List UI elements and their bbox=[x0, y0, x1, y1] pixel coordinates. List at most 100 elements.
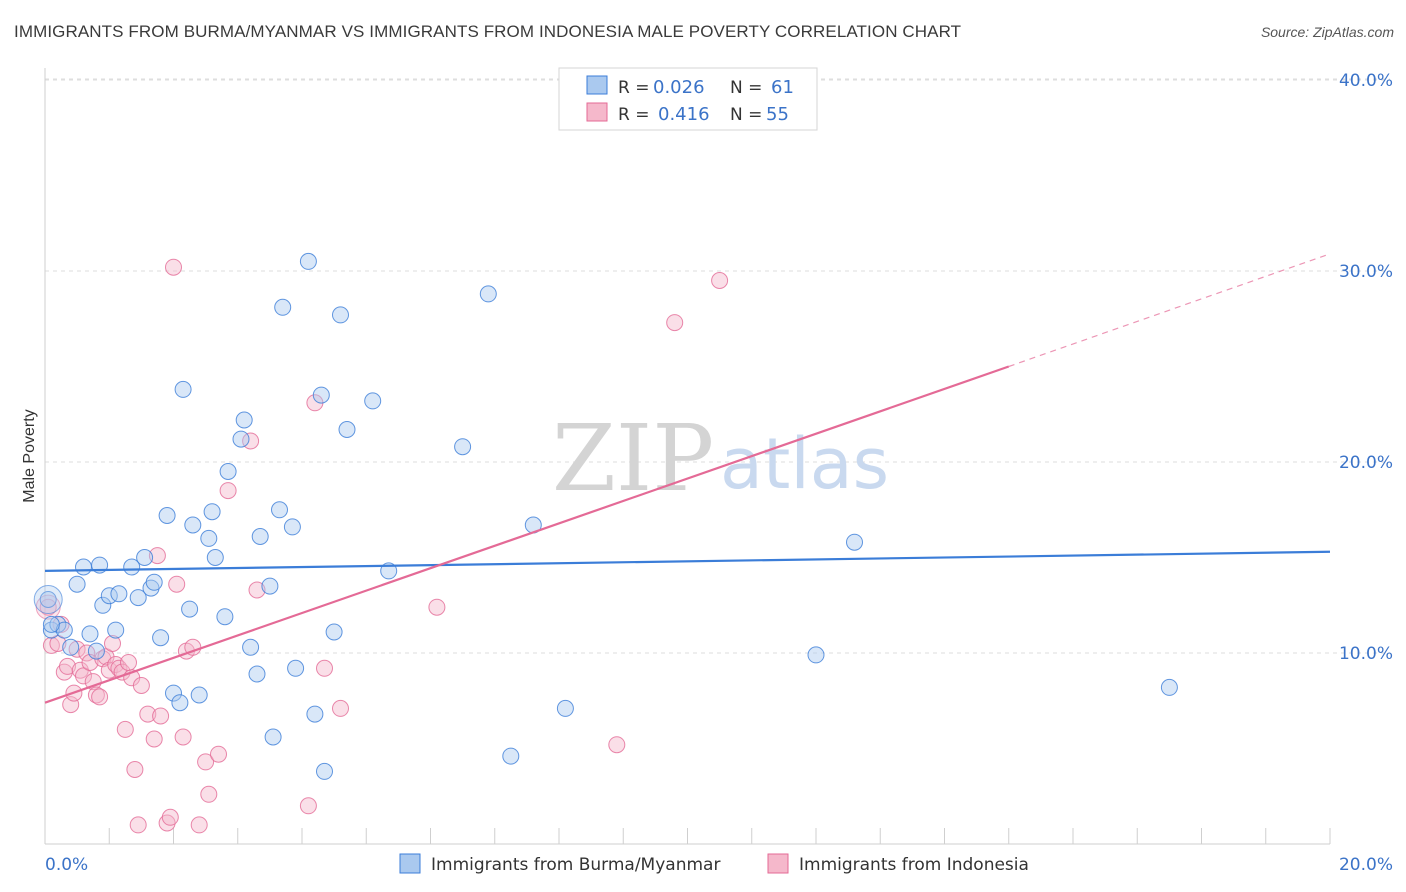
point-burma bbox=[271, 501, 288, 519]
point-burma bbox=[94, 596, 112, 614]
legend-r-value-1: 0.026 bbox=[653, 77, 705, 98]
point-indonesia bbox=[428, 598, 446, 616]
series-burma-points bbox=[33, 252, 1178, 780]
watermark-zip: ZIP bbox=[552, 405, 714, 512]
legend-n-label-1: N = bbox=[730, 78, 762, 98]
point-indonesia bbox=[666, 314, 684, 332]
y-tick-label: 20.0% bbox=[1339, 453, 1393, 473]
point-burma bbox=[158, 507, 176, 524]
point-indonesia bbox=[139, 705, 157, 723]
trend-lines bbox=[44, 253, 1331, 704]
point-burma bbox=[219, 463, 237, 480]
legend-stats: R = 0.026 N = 61 R = 0.416 N = 55 bbox=[558, 67, 818, 131]
legend-swatch-burma bbox=[586, 75, 608, 95]
point-burma bbox=[165, 684, 182, 702]
point-burma bbox=[42, 615, 60, 633]
series-indonesia-points bbox=[35, 258, 729, 834]
trend-line-indonesia bbox=[44, 365, 1010, 704]
point-burma bbox=[216, 608, 234, 626]
point-indonesia bbox=[87, 686, 105, 704]
legend-swatch-indonesia bbox=[586, 102, 608, 122]
point-indonesia bbox=[200, 785, 218, 803]
point-indonesia bbox=[152, 707, 170, 725]
point-indonesia bbox=[711, 272, 729, 289]
legend-r-label-1: R = bbox=[618, 78, 649, 98]
legend-r-label-2: R = bbox=[618, 105, 649, 125]
point-burma bbox=[42, 621, 60, 639]
trend-line-indonesia-extrapolated bbox=[1008, 253, 1331, 368]
y-tick-label: 40.0% bbox=[1339, 71, 1393, 91]
point-indonesia bbox=[219, 482, 237, 500]
point-burma bbox=[502, 747, 520, 765]
point-burma bbox=[232, 430, 250, 448]
point-burma bbox=[283, 518, 301, 536]
point-burma bbox=[39, 591, 57, 608]
point-indonesia bbox=[197, 753, 215, 771]
point-burma bbox=[200, 529, 218, 547]
point-indonesia bbox=[161, 808, 179, 826]
point-burma bbox=[556, 699, 574, 717]
chart-title: IMMIGRANTS FROM BURMA/MYANMAR VS IMMIGRA… bbox=[14, 22, 962, 41]
point-burma bbox=[338, 421, 356, 438]
x-tick-labels: 0.0% 20.0% bbox=[45, 855, 1393, 875]
point-indonesia bbox=[42, 636, 60, 654]
legend-bottom-swatch-indonesia bbox=[767, 853, 789, 874]
legend-bottom-label-indonesia: Immigrants from Indonesia bbox=[799, 855, 1029, 875]
point-burma bbox=[184, 516, 202, 534]
legend-n-value-1: 61 bbox=[771, 77, 794, 98]
point-burma bbox=[152, 629, 170, 647]
point-indonesia bbox=[120, 654, 137, 671]
point-indonesia bbox=[168, 575, 186, 593]
point-burma bbox=[264, 728, 282, 746]
point-indonesia bbox=[332, 699, 349, 717]
y-tick-label: 30.0% bbox=[1339, 262, 1393, 282]
y-tick-label: 10.0% bbox=[1339, 644, 1393, 664]
point-burma bbox=[316, 762, 333, 780]
point-indonesia bbox=[132, 677, 150, 694]
point-burma bbox=[312, 386, 330, 404]
point-burma bbox=[87, 642, 105, 660]
legend-bottom-swatch-burma bbox=[399, 853, 421, 874]
point-burma bbox=[235, 411, 253, 429]
point-burma bbox=[206, 549, 224, 566]
point-burma bbox=[261, 577, 279, 595]
point-indonesia bbox=[104, 635, 121, 652]
point-burma bbox=[306, 705, 324, 723]
point-burma-cluster bbox=[33, 585, 63, 615]
legend-series: Immigrants from Burma/Myanmar Immigrants… bbox=[399, 853, 1029, 875]
watermark-atlas: atlas bbox=[720, 423, 889, 505]
point-indonesia bbox=[126, 761, 144, 778]
point-burma bbox=[190, 686, 208, 704]
point-indonesia bbox=[91, 688, 109, 706]
legend-r-value-2: 0.416 bbox=[658, 104, 710, 125]
point-indonesia bbox=[316, 659, 333, 677]
x-ticks bbox=[44, 828, 1331, 844]
point-indonesia bbox=[299, 797, 317, 815]
point-burma bbox=[299, 252, 317, 270]
point-burma bbox=[123, 558, 141, 576]
point-burma bbox=[364, 392, 382, 410]
point-indonesia bbox=[190, 816, 208, 834]
point-burma bbox=[68, 575, 86, 593]
point-burma bbox=[274, 298, 292, 316]
point-burma bbox=[325, 623, 343, 641]
point-burma bbox=[171, 694, 189, 712]
point-burma bbox=[129, 589, 147, 607]
legend-n-label-2: N = bbox=[730, 105, 762, 125]
point-burma bbox=[174, 380, 192, 398]
point-burma bbox=[203, 503, 221, 521]
point-burma bbox=[807, 646, 825, 664]
trend-line-burma bbox=[44, 550, 1331, 572]
legend-bottom-label-burma: Immigrants from Burma/Myanmar bbox=[431, 855, 720, 875]
point-indonesia bbox=[59, 657, 76, 675]
point-indonesia bbox=[145, 730, 163, 748]
y-tick-labels: 10.0% 20.0% 30.0% 40.0% bbox=[1339, 71, 1393, 664]
source-label: Source: ZipAtlas.com bbox=[1260, 24, 1394, 40]
point-burma bbox=[287, 659, 305, 677]
point-burma bbox=[454, 438, 472, 456]
y-axis-label: Male Poverty bbox=[21, 409, 38, 502]
point-indonesia bbox=[210, 745, 227, 763]
point-burma bbox=[181, 600, 199, 618]
point-indonesia bbox=[148, 547, 166, 565]
